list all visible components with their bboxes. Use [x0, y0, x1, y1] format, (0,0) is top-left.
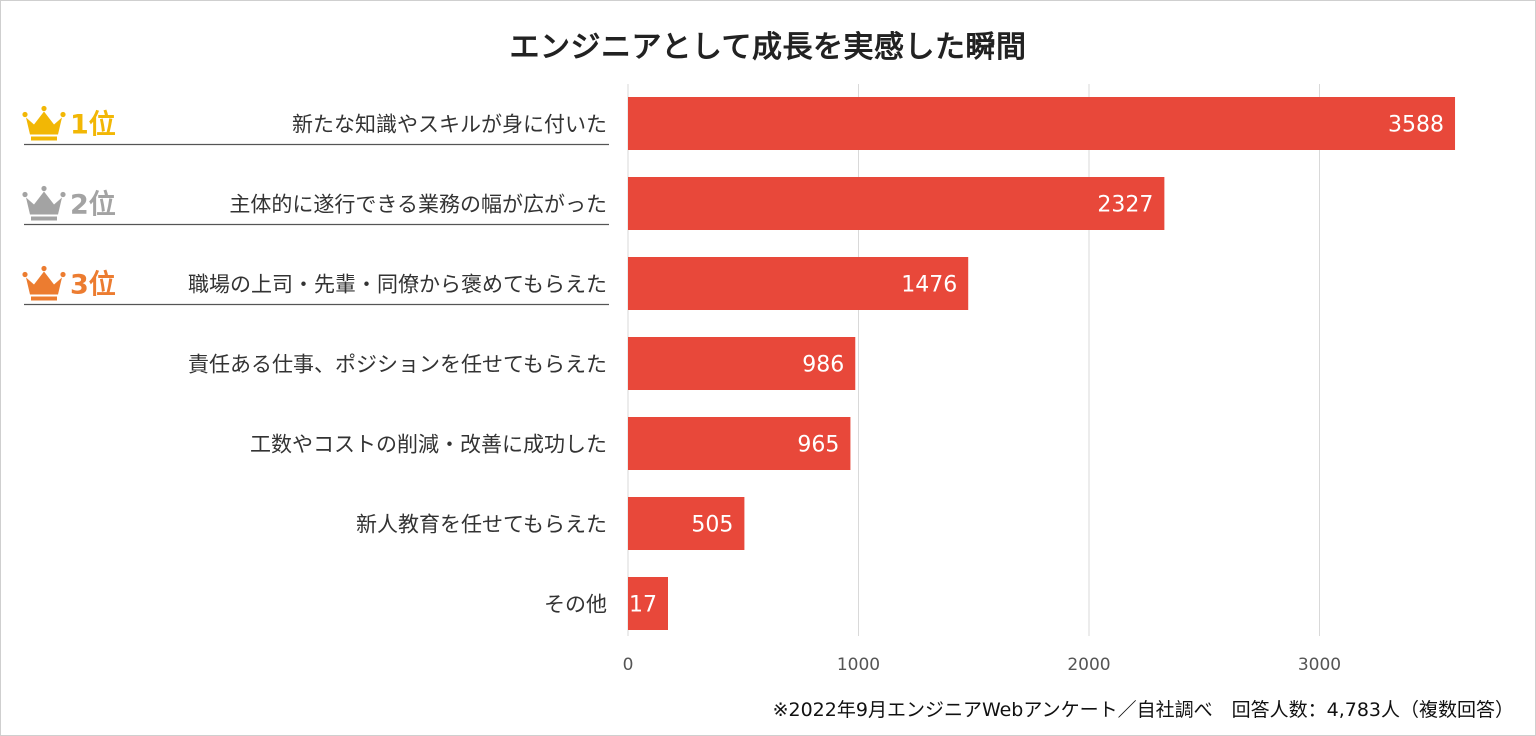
- bar: [628, 177, 1165, 230]
- rank-label: 3位: [70, 269, 116, 301]
- bar: [628, 417, 851, 470]
- bar: [628, 257, 969, 310]
- value-label: 1476: [901, 273, 957, 298]
- category-label: 新たな知識やスキルが身に付いた: [292, 113, 607, 137]
- x-tick-label: 1000: [837, 655, 880, 675]
- rank-label: 2位: [70, 189, 116, 221]
- rank-badge-1: 1位: [22, 105, 609, 146]
- bar: [628, 577, 668, 630]
- crown-icon: [22, 265, 66, 301]
- value-label: 17: [629, 593, 657, 618]
- x-tick-label: 3000: [1298, 655, 1341, 675]
- value-label: 505: [691, 513, 733, 538]
- x-tick-labels: 0 1000 2000 3000: [623, 655, 1342, 675]
- value-label: 965: [797, 433, 839, 458]
- rank-badge-3: 3位: [22, 265, 609, 306]
- x-tick-label: 2000: [1067, 655, 1110, 675]
- value-label: 3588: [1388, 113, 1444, 138]
- category-label: その他: [544, 593, 607, 617]
- rank-label: 1位: [70, 109, 116, 141]
- category-label: 責任ある仕事、ポジションを任せてもらえた: [188, 353, 607, 377]
- category-label: 工数やコストの削減・改善に成功した: [250, 433, 607, 457]
- value-label: 2327: [1097, 193, 1153, 218]
- category-label: 職場の上司・先輩・同僚から褒めてもらえた: [188, 273, 607, 297]
- bars: [628, 97, 1456, 630]
- crown-icon: [22, 105, 66, 141]
- category-label: 新人教育を任せてもらえた: [356, 513, 607, 537]
- value-label: 986: [802, 353, 844, 378]
- chart-title: エンジニアとして成長を実感した瞬間: [509, 30, 1027, 65]
- bar: [628, 97, 1456, 150]
- value-labels: 3588 2327 1476 986 965 505 17: [629, 113, 1444, 618]
- x-tick-label: 0: [623, 655, 634, 675]
- bar: [628, 497, 745, 550]
- rank-badge-2: 2位: [22, 185, 609, 226]
- bar: [628, 337, 856, 390]
- category-labels: 新たな知識やスキルが身に付いた主体的に遂行できる業務の幅が広がった職場の上司・先…: [188, 113, 607, 617]
- footnote: ※2022年9月エンジニアWebアンケート／自社調べ 回答人数：4,783人（複…: [772, 699, 1514, 721]
- rank-badges: 1位 2位 3位: [22, 105, 609, 306]
- crown-icon: [22, 185, 66, 221]
- category-label: 主体的に遂行できる業務の幅が広がった: [229, 193, 607, 217]
